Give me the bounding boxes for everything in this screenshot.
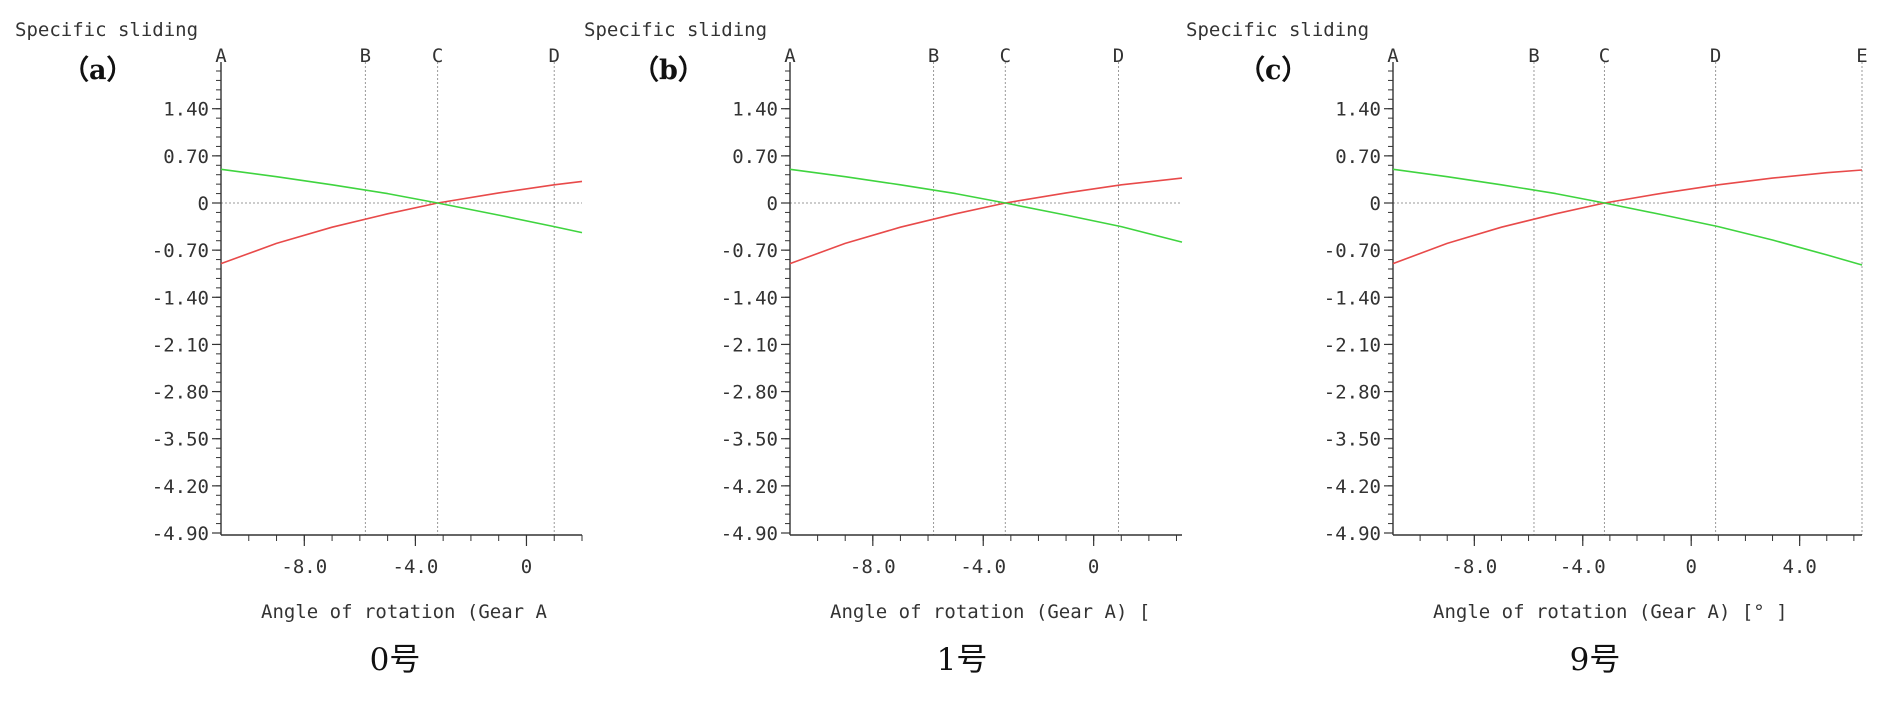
y-tick-label: 0.70	[163, 146, 209, 168]
y-tick-label: -4.90	[152, 523, 209, 545]
marker-label-e: E	[1856, 45, 1867, 67]
marker-label-b: B	[928, 45, 939, 67]
x-axis-title: Angle of rotation (Gear A) [° ]	[1433, 601, 1788, 623]
marker-label-b: B	[1528, 45, 1539, 67]
y-tick-label: -1.40	[1324, 287, 1381, 309]
y-tick-label: 0	[767, 193, 778, 215]
x-tick-label: -4.0	[393, 556, 439, 578]
y-tick-label: -0.70	[721, 240, 778, 262]
series-line-1	[789, 177, 1183, 265]
y-tick-label: -2.80	[152, 382, 209, 404]
x-axis-title: Angle of rotation (Gear A) [	[830, 601, 1150, 623]
x-tick-label: 4.0	[1782, 556, 1816, 578]
y-tick-label: -2.80	[1324, 382, 1381, 404]
panel-label: （b）	[632, 55, 705, 86]
y-tick-label: -3.50	[721, 429, 778, 451]
panel-label: （c）	[1238, 55, 1308, 86]
panel-caption: 0号	[370, 642, 421, 678]
y-tick-label: 1.40	[163, 99, 209, 121]
y-tick-label: 1.40	[1335, 99, 1381, 121]
y-tick-label: -2.10	[152, 334, 209, 356]
panel-label: （a）	[62, 55, 134, 86]
y-tick-label: -0.70	[1324, 240, 1381, 262]
x-tick-label: -8.0	[281, 556, 327, 578]
y-tick-label: 0.70	[732, 146, 778, 168]
y-tick-label: 0.70	[1335, 146, 1381, 168]
y-tick-label: -2.10	[1324, 334, 1381, 356]
y-axis-title: Specific sliding	[584, 19, 767, 41]
marker-label-b: B	[360, 45, 371, 67]
y-tick-label: -2.80	[721, 382, 778, 404]
panel-caption: 9号	[1570, 642, 1621, 678]
y-tick-label: -0.70	[152, 240, 209, 262]
marker-label-d: D	[549, 45, 560, 67]
series-line-2	[220, 168, 583, 234]
x-tick-label: 0	[521, 556, 532, 578]
panel-caption: 1号	[937, 642, 988, 678]
y-tick-label: 1.40	[732, 99, 778, 121]
y-tick-label: -4.20	[152, 476, 209, 498]
y-tick-label: -4.20	[721, 476, 778, 498]
x-tick-label: 0	[1685, 556, 1696, 578]
x-axis-title: Angle of rotation (Gear A	[261, 601, 548, 623]
chart-panel-c: Specific sliding （c） A B C D E 1.40 0.70 0 -0.70 -1…	[1186, 19, 1868, 678]
y-tick-label: -3.50	[1324, 429, 1381, 451]
y-tick-label: -4.90	[1324, 523, 1381, 545]
chart-panel-a: Specific sliding （a） A B C D 1.40 0.70 0 -0.70 -1.…	[15, 19, 583, 678]
y-tick-label: 0	[198, 193, 209, 215]
y-tick-label: -4.20	[1324, 476, 1381, 498]
series-line-1	[1392, 169, 1863, 265]
series-line-1	[220, 180, 583, 265]
marker-label-c: C	[432, 45, 443, 67]
marker-label-c: C	[1599, 45, 1610, 67]
chart-panel-b: Specific sliding （b） A B C D 1.40 0.70 0 -0.70 -1.…	[584, 19, 1183, 678]
marker-label-d: D	[1113, 45, 1124, 67]
x-tick-label: -8.0	[1451, 556, 1497, 578]
marker-label-d: D	[1710, 45, 1721, 67]
x-tick-label: -8.0	[850, 556, 896, 578]
series-line-2	[1392, 168, 1863, 266]
y-axis-title: Specific sliding	[15, 19, 198, 41]
x-tick-label: 0	[1088, 556, 1099, 578]
series-line-2	[789, 168, 1183, 243]
y-tick-label: -3.50	[152, 429, 209, 451]
y-tick-label: -2.10	[721, 334, 778, 356]
x-tick-label: -4.0	[960, 556, 1006, 578]
y-tick-label: -1.40	[152, 287, 209, 309]
marker-label-a: A	[215, 45, 227, 67]
y-tick-label: -4.90	[721, 523, 778, 545]
y-tick-label: -1.40	[721, 287, 778, 309]
x-tick-label: -4.0	[1560, 556, 1606, 578]
marker-label-a: A	[1387, 45, 1399, 67]
y-axis-title: Specific sliding	[1186, 19, 1369, 41]
marker-label-c: C	[1000, 45, 1011, 67]
y-tick-label: 0	[1370, 193, 1381, 215]
marker-label-a: A	[784, 45, 796, 67]
